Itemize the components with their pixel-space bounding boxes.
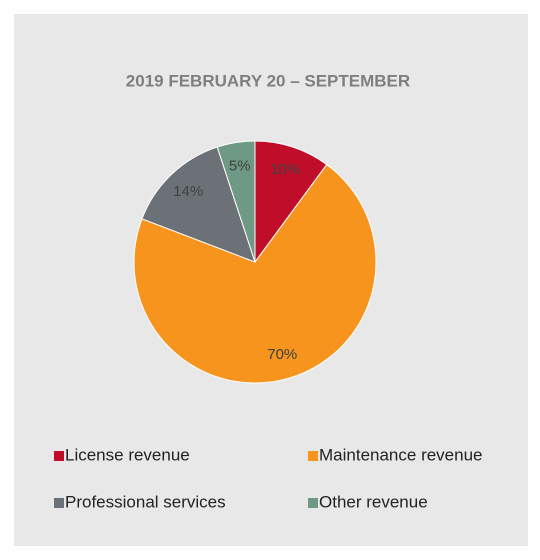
data-label: 70% (267, 346, 297, 363)
legend-label: License revenue (65, 445, 190, 464)
legend-swatch (54, 498, 64, 508)
legend-swatch (308, 498, 318, 508)
legend-label: Maintenance revenue (319, 445, 483, 464)
legend-label: Professional services (65, 492, 226, 511)
legend-label: Other revenue (319, 492, 428, 511)
pie-slice (254, 140, 328, 264)
legend-swatch (308, 451, 318, 461)
pie-slice (216, 140, 256, 263)
data-label: 5% (229, 157, 251, 174)
pie-slice (141, 146, 256, 263)
data-label: 14% (173, 183, 203, 200)
pie-slice (133, 163, 377, 384)
legend-swatch (54, 451, 64, 461)
chart-title: 2019 FEBRUARY 20 – SEPTEMBER (126, 71, 410, 90)
data-label: 10% (270, 161, 300, 178)
